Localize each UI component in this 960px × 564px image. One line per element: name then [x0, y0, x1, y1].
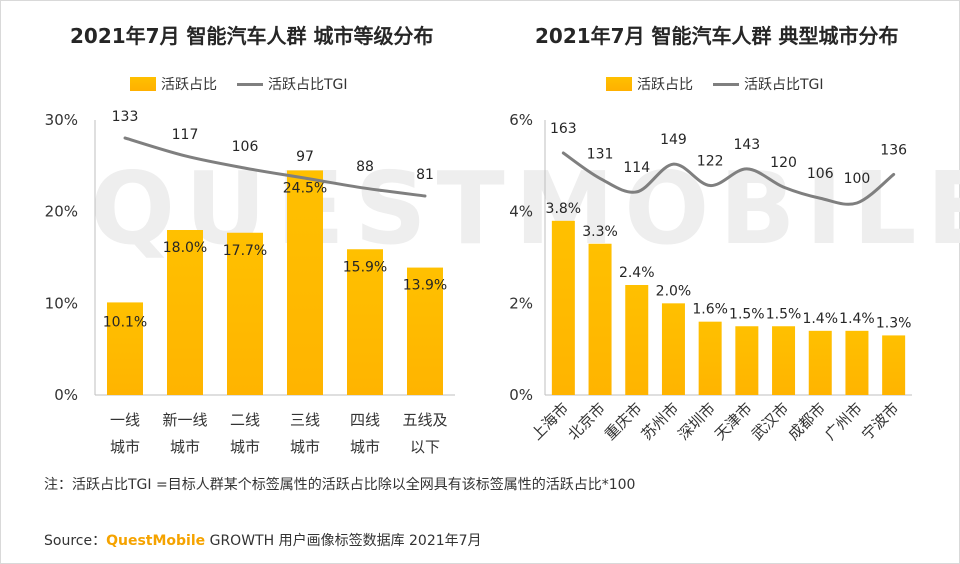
x-tick-label: 广州市	[821, 399, 866, 444]
tgi-value-label: 81	[416, 167, 434, 183]
x-tick-label: 宁波市	[858, 399, 903, 444]
line-swatch	[237, 82, 263, 86]
tgi-value-label: 143	[733, 137, 760, 153]
bar-swatch	[606, 77, 632, 91]
y-tick-label: 0%	[509, 386, 533, 404]
bar	[347, 249, 383, 395]
x-tick-label: 深圳市	[674, 399, 719, 444]
bar-value-label: 10.1%	[103, 314, 147, 330]
bar-value-label: 1.5%	[766, 306, 802, 322]
bar	[845, 330, 869, 395]
legend-bar-label: 活跃占比	[161, 77, 217, 93]
chart1-legend: 活跃占比 活跃占比TGI	[130, 74, 348, 94]
source-prefix: Source：	[44, 533, 107, 549]
y-tick-label: 0%	[54, 386, 78, 404]
bar	[882, 335, 906, 395]
y-tick-label: 10%	[45, 294, 78, 312]
tgi-value-label: 106	[232, 139, 259, 155]
x-tick-label: 城市	[230, 438, 260, 456]
x-tick-label: 城市	[290, 438, 320, 456]
tgi-value-label: 88	[356, 159, 374, 175]
footnote: 注：活跃占比TGI =目标人群某个标签属性的活跃占比除以全网具有该标签属性的活跃…	[44, 477, 636, 493]
bar-value-label: 2.4%	[619, 265, 655, 281]
bar	[772, 326, 796, 395]
y-tick-label: 30%	[45, 111, 78, 129]
x-tick-label: 二线	[230, 411, 260, 429]
tgi-value-label: 114	[623, 160, 650, 176]
bar-value-label: 1.6%	[692, 302, 728, 318]
tgi-value-label: 97	[296, 149, 314, 165]
bar	[551, 220, 575, 395]
x-tick-label: 城市	[110, 438, 140, 456]
source-line: Source：QuestMobile GROWTH 用户画像标签数据库 2021…	[44, 530, 482, 550]
legend-line-label: 活跃占比TGI	[744, 77, 824, 93]
tgi-value-label: 122	[697, 154, 724, 170]
bar	[588, 243, 612, 395]
bar	[167, 230, 203, 395]
bar	[407, 267, 443, 395]
tgi-value-label: 136	[880, 142, 907, 158]
bar-value-label: 17.7%	[223, 243, 267, 259]
x-tick-label: 城市	[170, 438, 200, 456]
bar-value-label: 1.3%	[876, 315, 912, 331]
bar-value-label: 1.5%	[729, 306, 765, 322]
legend-bar-label: 活跃占比	[637, 77, 693, 93]
bar-value-label: 3.8%	[546, 201, 582, 217]
x-tick-label: 上海市	[528, 399, 573, 444]
x-tick-label: 天津市	[711, 399, 756, 444]
line-swatch	[713, 82, 739, 86]
bar-swatch	[130, 77, 156, 91]
y-tick-label: 20%	[45, 203, 78, 221]
bar	[227, 232, 263, 395]
y-tick-label: 4%	[509, 203, 533, 221]
y-tick-label: 6%	[509, 111, 533, 129]
tgi-value-label: 100	[844, 171, 871, 187]
chart2-legend: 活跃占比 活跃占比TGI	[606, 74, 824, 94]
chart2-title: 2021年7月 智能汽车人群 典型城市分布	[535, 24, 899, 48]
legend-line-label: 活跃占比TGI	[268, 77, 348, 93]
tgi-value-label: 163	[550, 121, 577, 137]
bar-value-label: 18.0%	[163, 240, 207, 256]
tgi-value-label: 120	[770, 155, 797, 171]
x-tick-label: 三线	[290, 411, 320, 429]
bar-value-label: 13.9%	[403, 278, 447, 294]
x-tick-label: 五线及	[402, 411, 447, 429]
bar	[661, 303, 685, 395]
y-tick-label: 2%	[509, 294, 533, 312]
tgi-line	[123, 136, 427, 198]
x-tick-label: 四线	[350, 411, 380, 429]
bar	[107, 302, 143, 395]
brand-name: QuestMobile	[106, 533, 206, 549]
x-tick-label: 一线	[110, 411, 140, 429]
tgi-line	[561, 151, 896, 206]
x-tick-label: 以下	[410, 438, 440, 456]
bar-value-label: 2.0%	[656, 283, 692, 299]
bar-value-label: 15.9%	[343, 259, 387, 275]
bar	[808, 330, 832, 395]
bar-value-label: 1.4%	[839, 311, 875, 327]
x-tick-label: 成都市	[785, 399, 830, 444]
tgi-value-label: 117	[172, 127, 199, 143]
bar	[698, 321, 722, 395]
bar-value-label: 24.5%	[283, 180, 327, 196]
tgi-value-label: 106	[807, 166, 834, 182]
tgi-value-label: 131	[587, 146, 614, 162]
bar	[287, 170, 323, 395]
tgi-value-label: 149	[660, 132, 687, 148]
source-rest: GROWTH 用户画像标签数据库 2021年7月	[205, 533, 482, 549]
chart1-title: 2021年7月 智能汽车人群 城市等级分布	[70, 24, 434, 48]
x-tick-label: 武汉市	[748, 399, 793, 444]
bar-value-label: 1.4%	[802, 311, 838, 327]
x-tick-label: 城市	[350, 438, 380, 456]
tgi-value-label: 133	[112, 109, 139, 125]
x-tick-label: 苏州市	[638, 399, 683, 444]
bar	[735, 326, 759, 395]
x-tick-label: 北京市	[564, 399, 609, 444]
x-tick-label: 新一线	[162, 411, 207, 429]
bar-value-label: 3.3%	[582, 224, 618, 240]
x-tick-label: 重庆市	[601, 399, 646, 444]
bar	[625, 285, 649, 395]
